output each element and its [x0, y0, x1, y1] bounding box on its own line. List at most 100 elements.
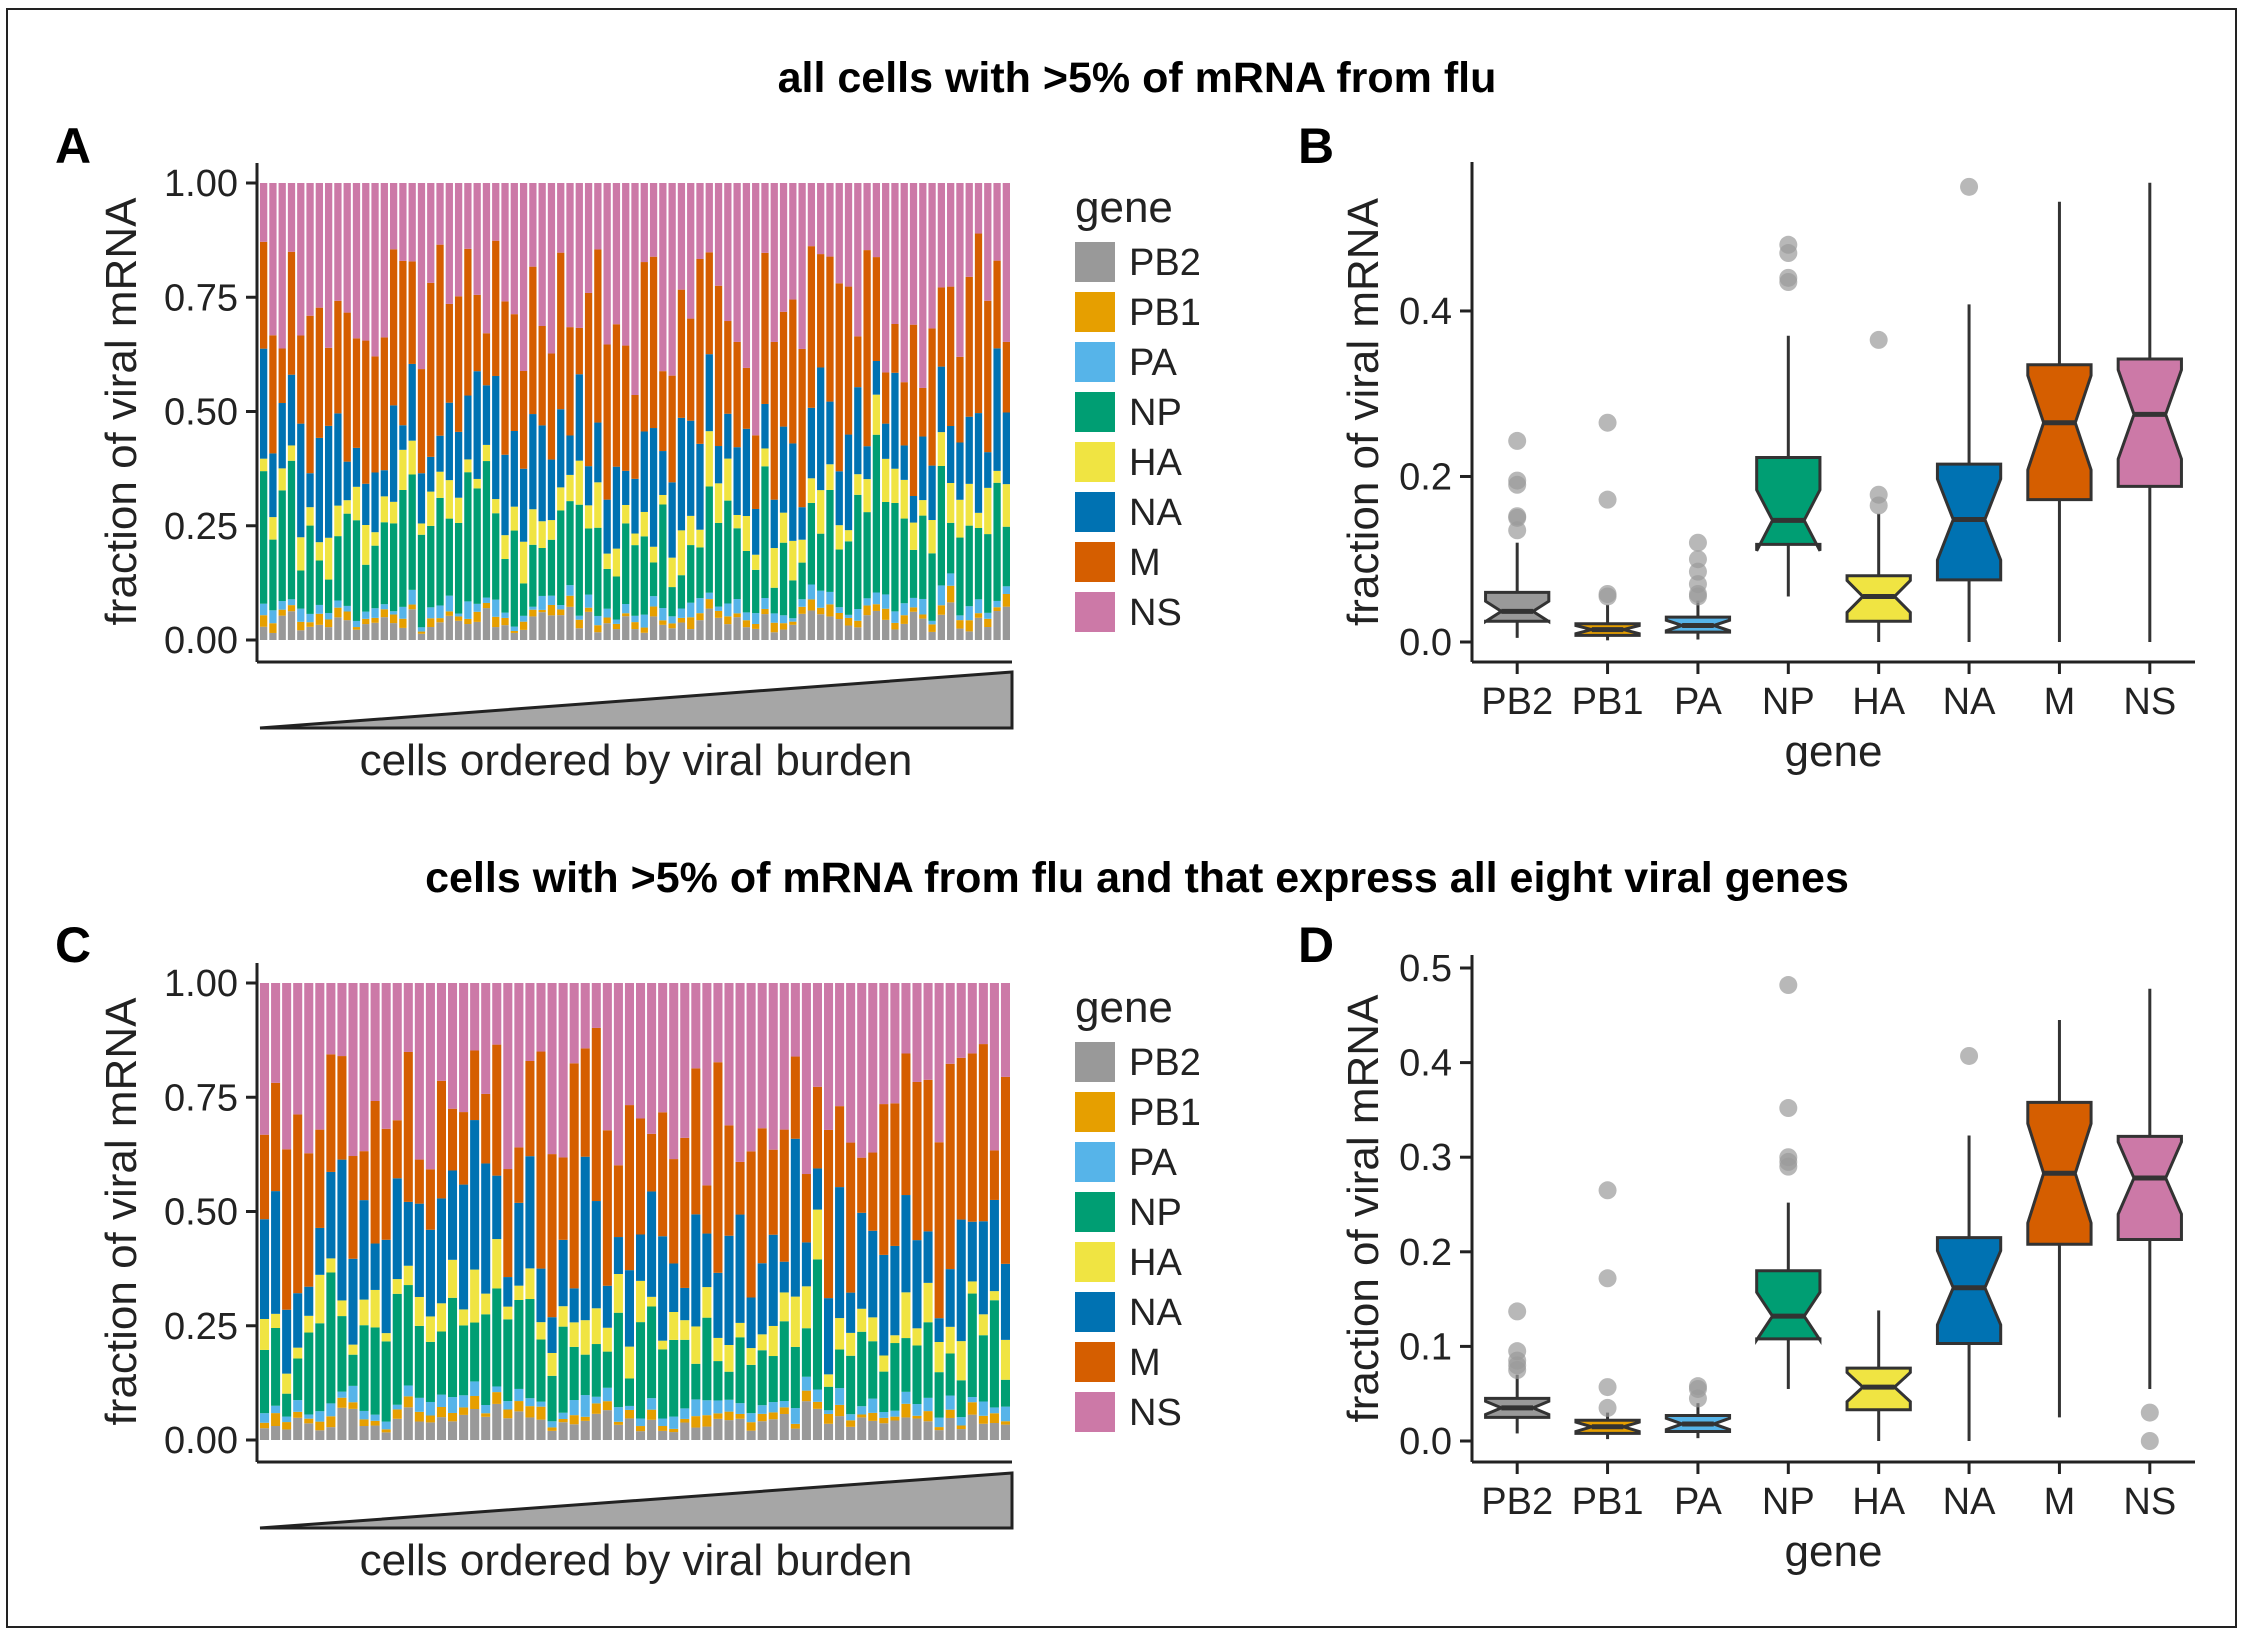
bar-segment-na	[798, 507, 806, 540]
legend-label-ha: HA	[1129, 442, 1182, 484]
panel-label-b: B	[1298, 118, 1334, 174]
bar-segment-pb1	[891, 622, 899, 630]
bar-segment-pb2	[891, 629, 899, 640]
bar-segment-ha	[408, 440, 416, 475]
bar-segment-pa	[890, 1410, 900, 1417]
bar-segment-na	[989, 1199, 999, 1292]
bar-segment-ha	[612, 548, 621, 577]
bar-segment-m	[362, 340, 370, 484]
bar-segment-pb2	[735, 1418, 745, 1440]
bar-segment-ns	[863, 183, 871, 251]
bar-segment-pb1	[399, 618, 407, 628]
bar-segment-np	[624, 1378, 634, 1406]
bar-segment-na	[558, 1239, 568, 1307]
bar-segment-m	[882, 372, 890, 424]
bar-segment-ha	[594, 482, 602, 528]
bar-segment-m	[622, 345, 630, 471]
bar-segment-ha	[807, 478, 816, 503]
bar-segment-pb1	[912, 1415, 922, 1419]
bar-segment-na	[974, 413, 983, 513]
bar-segment-pb2	[557, 615, 565, 640]
bar-segment-ha	[817, 490, 825, 534]
bar-segment-m	[890, 1103, 900, 1246]
bar-segment-pa	[334, 600, 342, 608]
bar-segment-ns	[947, 183, 955, 287]
bar-segment-pb2	[492, 1403, 502, 1440]
bar-segment-pa	[326, 1403, 336, 1417]
bar-segment-pb1	[602, 1401, 612, 1411]
bar-segment-pb2	[714, 617, 723, 640]
bar-segment-pb1	[454, 616, 463, 621]
bar-segment-ns	[536, 983, 546, 1052]
bar-segment-pb1	[636, 1426, 646, 1432]
bar-segment-na	[584, 466, 593, 506]
bar-segment-pb1	[591, 1403, 601, 1414]
bar-segment-na	[370, 1243, 380, 1290]
bar-segment-na	[687, 420, 695, 516]
bar-segment-pa	[705, 592, 713, 600]
bar-segment-np	[835, 1349, 845, 1389]
bar-segment-np	[742, 550, 751, 613]
bar-segment-pb2	[392, 1418, 402, 1440]
bar-segment-ha	[768, 1325, 778, 1357]
bar-segment-m	[742, 367, 751, 429]
bar-segment-pb2	[789, 624, 797, 640]
bar-segment-pa	[923, 1397, 933, 1412]
bar-segment-ha	[647, 1296, 657, 1307]
bar-segment-pa	[547, 595, 556, 605]
panel-label-a: A	[55, 118, 91, 174]
bar-segment-pb2	[1002, 606, 1010, 640]
bar-segment-np	[790, 1346, 800, 1409]
bar-segment-m	[436, 244, 444, 436]
y-tick-label: 0.50	[164, 1192, 238, 1234]
outlier-point-pa	[1688, 575, 1707, 594]
bar-segment-np	[293, 1358, 303, 1401]
bar-segment-na	[702, 1233, 712, 1288]
bar-segment-pa	[702, 1400, 712, 1416]
bar-segment-pa	[757, 1405, 767, 1414]
bar-segment-pa	[269, 610, 277, 624]
bar-segment-m	[348, 1156, 358, 1259]
bar-segment-pb2	[591, 1413, 601, 1440]
bar-segment-ha	[668, 557, 676, 588]
bar-segment-ha	[801, 1286, 811, 1329]
bar-segment-ns	[315, 183, 323, 308]
bar-segment-pb1	[371, 617, 379, 623]
bar-segment-na	[591, 1201, 601, 1309]
bar-segment-m	[854, 336, 862, 388]
bar-segment-np	[659, 504, 667, 609]
bar-segment-m	[454, 296, 463, 432]
bar-segment-ha	[779, 1292, 789, 1322]
y-tick-label: 0.0	[1399, 1421, 1452, 1463]
bar-segment-ha	[514, 1285, 524, 1300]
bar-segment-np	[735, 1337, 745, 1404]
bar-segment-na	[868, 1230, 878, 1318]
outlier-point-np	[1779, 976, 1798, 995]
bar-segment-np	[425, 1341, 435, 1402]
bar-segment-pb1	[613, 1421, 623, 1425]
bar-segment-np	[282, 1393, 292, 1417]
bar-segment-pb2	[470, 1408, 480, 1440]
bar-segment-pa	[389, 611, 398, 615]
bar-segment-pa	[746, 1413, 756, 1423]
bar-segment-pb2	[687, 629, 695, 640]
bar-segment-ns	[510, 183, 518, 315]
bar-segment-pb2	[1000, 1424, 1010, 1440]
bar-segment-ns	[984, 183, 992, 301]
bar-segment-pb2	[580, 1420, 590, 1440]
bar-segment-np	[989, 1300, 999, 1408]
bar-segment-m	[956, 356, 964, 443]
x-tick-label-ns: NS	[2123, 1481, 2176, 1523]
bar-segment-np	[705, 486, 713, 593]
bar-segment-np	[436, 1331, 446, 1395]
bar-segment-ha	[306, 507, 314, 526]
bar-segment-pb1	[746, 1422, 756, 1431]
bar-segment-pb2	[315, 1430, 325, 1440]
bar-segment-np	[547, 539, 556, 596]
bar-segment-ha	[417, 523, 426, 535]
bar-segment-np	[557, 510, 565, 606]
bar-segment-pb1	[594, 625, 602, 633]
bar-segment-pb2	[879, 1423, 889, 1440]
bar-segment-ns	[334, 183, 342, 301]
bar-segment-m	[306, 315, 314, 474]
